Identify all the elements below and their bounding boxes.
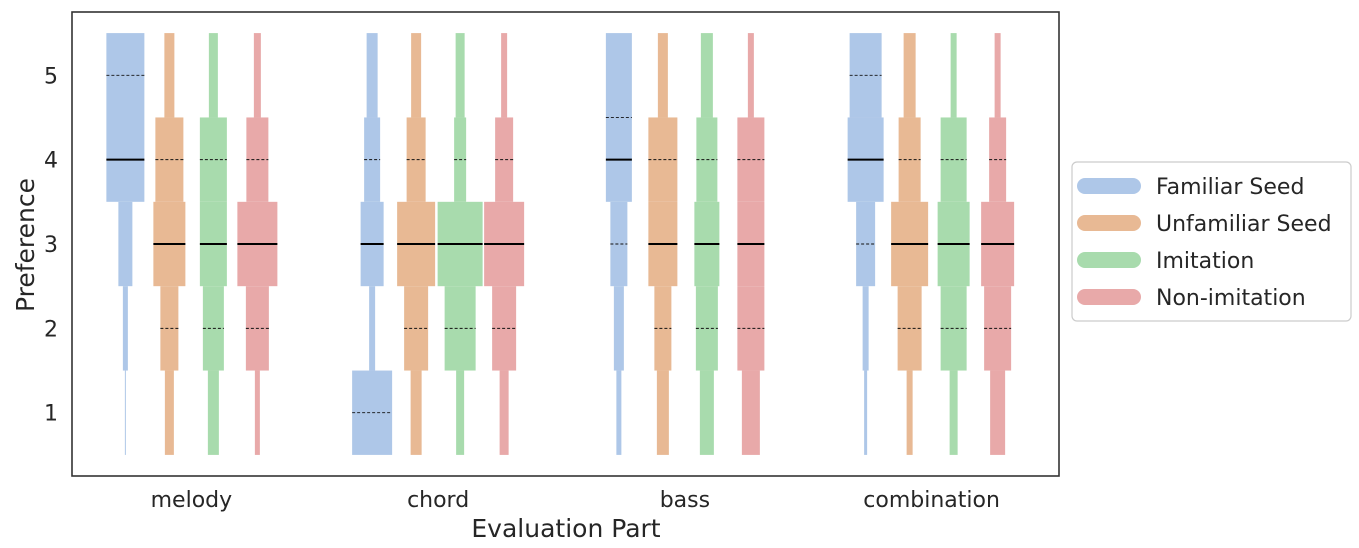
band-unfamiliar-seed-bass (656, 370, 669, 455)
plot-area (106, 33, 1015, 455)
x-tick-labels: melody chord bass combination (151, 488, 1000, 513)
band-familiar-seed-bass (616, 370, 622, 455)
band-familiar-seed-chord (366, 33, 378, 118)
band-unfamiliar-seed-chord (411, 33, 422, 118)
box-unfamiliar-seed-melody (153, 33, 186, 455)
band-familiar-seed-melody (118, 201, 133, 287)
box-familiar-seed-combination (847, 33, 884, 455)
legend-label-imitation: Imitation (1156, 249, 1254, 274)
box-unfamiliar-seed-bass (648, 33, 678, 455)
band-familiar-seed-combination (856, 201, 876, 287)
band-unfamiliar-seed-melody (164, 370, 174, 455)
x-tick-label-bass: bass (660, 488, 710, 513)
legend-label-non-imitation: Non-imitation (1156, 286, 1306, 311)
band-familiar-seed-melody (124, 370, 126, 455)
y-tick-label-3: 3 (44, 233, 58, 258)
box-imitation-chord (437, 33, 483, 455)
band-non-imitation-chord (495, 117, 514, 202)
band-unfamiliar-seed-combination (906, 370, 913, 455)
band-imitation-bass (700, 33, 713, 118)
box-non-imitation-melody (237, 33, 278, 455)
band-imitation-chord (455, 33, 465, 118)
box-imitation-combination (937, 33, 970, 455)
box-familiar-seed-chord (352, 33, 393, 455)
legend: Familiar Seed Unfamiliar Seed Imitation Non… (1071, 161, 1352, 322)
band-non-imitation-bass (747, 33, 754, 118)
y-tick-labels: 1 2 3 4 5 (44, 64, 58, 426)
band-unfamiliar-seed-melody (155, 117, 184, 202)
y-tick-label-1: 1 (44, 402, 58, 427)
box-unfamiliar-seed-combination (891, 33, 929, 455)
band-imitation-combination (949, 370, 958, 455)
plot-frame (71, 11, 1060, 477)
band-imitation-combination (950, 33, 957, 118)
band-non-imitation-combination (989, 117, 1007, 202)
box-imitation-bass (694, 33, 720, 455)
band-non-imitation-chord (501, 33, 508, 118)
band-non-imitation-combination (994, 33, 1001, 118)
band-unfamiliar-seed-chord (410, 370, 422, 455)
band-unfamiliar-seed-chord (406, 117, 426, 202)
y-tick-label-2: 2 (44, 317, 58, 342)
band-imitation-melody (208, 33, 218, 118)
y-tick-label-4: 4 (44, 149, 58, 174)
box-non-imitation-bass (737, 33, 765, 455)
band-unfamiliar-seed-melody (164, 33, 175, 118)
box-non-imitation-chord (484, 33, 525, 455)
box-familiar-seed-melody (106, 33, 145, 455)
band-imitation-chord (456, 370, 465, 455)
band-familiar-seed-combination (862, 286, 869, 371)
box-familiar-seed-bass (605, 33, 632, 455)
band-non-imitation-melody (253, 33, 261, 118)
band-unfamiliar-seed-bass (654, 286, 672, 371)
band-familiar-seed-melody (106, 33, 145, 202)
band-familiar-seed-chord (369, 286, 376, 371)
band-imitation-melody (207, 370, 219, 455)
band-unfamiliar-seed-combination (903, 33, 916, 118)
legend-frame (1071, 161, 1352, 322)
band-imitation-bass (699, 370, 714, 455)
band-familiar-seed-melody (122, 286, 128, 371)
box-non-imitation-combination (981, 33, 1015, 455)
y-axis-label: Preference (11, 178, 40, 312)
x-tick-label-chord: chord (407, 488, 469, 513)
band-familiar-seed-bass (613, 286, 624, 371)
band-familiar-seed-bass (610, 201, 628, 287)
band-non-imitation-combination (990, 370, 1006, 455)
box-unfamiliar-seed-chord (397, 33, 436, 455)
x-tick-label-melody: melody (151, 488, 233, 513)
x-axis-label: Evaluation Part (471, 514, 660, 543)
legend-label-unfamiliar-seed: Unfamiliar Seed (1156, 212, 1332, 237)
band-unfamiliar-seed-bass (648, 117, 678, 202)
legend-label-familiar-seed: Familiar Seed (1156, 175, 1304, 200)
band-unfamiliar-seed-melody (160, 286, 179, 371)
band-non-imitation-chord (499, 370, 509, 455)
band-non-imitation-bass (741, 370, 760, 455)
band-familiar-seed-combination (864, 370, 868, 455)
x-tick-label-combination: combination (863, 488, 1000, 513)
band-unfamiliar-seed-bass (657, 33, 668, 118)
box-imitation-melody (199, 33, 227, 455)
y-tick-label-5: 5 (44, 64, 58, 89)
band-non-imitation-melody (254, 370, 260, 455)
